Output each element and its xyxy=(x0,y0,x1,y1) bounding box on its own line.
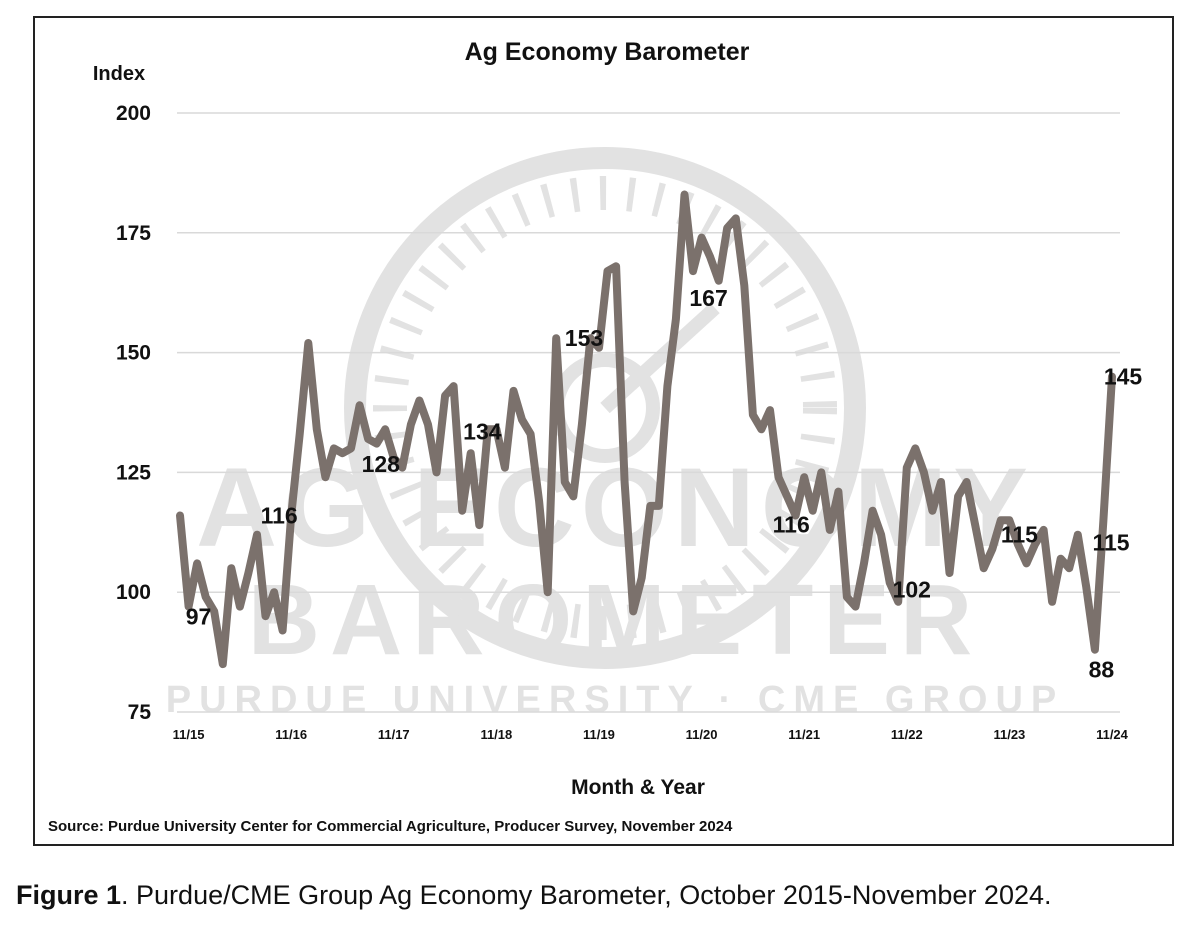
source-note: Source: Purdue University Center for Com… xyxy=(48,818,733,835)
watermark-gauge-ring xyxy=(373,176,837,640)
data-labels: 97 116 128 134 153 167 116 102 115 88 145 115 xyxy=(186,285,1143,683)
y-tick-label: 75 xyxy=(128,701,152,724)
data-label: 97 xyxy=(186,604,212,630)
figure-caption: Figure 1. Purdue/CME Group Ag Economy Ba… xyxy=(16,880,1052,911)
x-tick-label: 11/21 xyxy=(788,727,820,742)
watermark-line1: AG ECONOMY xyxy=(196,445,1034,570)
data-label: 116 xyxy=(773,512,810,538)
x-tick-label: 11/22 xyxy=(891,727,923,742)
watermark-logo: AG ECONOMY BAROMETER PURDUE UNIVERSITY ·… xyxy=(166,147,1064,721)
series-line xyxy=(176,190,1116,669)
x-tick-label: 11/17 xyxy=(378,727,410,742)
y-tick-label: 100 xyxy=(116,581,151,604)
data-label: 167 xyxy=(689,285,727,311)
y-tick-labels: 75 100 125 150 175 200 xyxy=(116,102,151,724)
x-axis-label: Month & Year xyxy=(571,776,705,799)
y-axis-label: Index xyxy=(93,63,145,85)
data-label: 115 xyxy=(1001,521,1038,547)
data-label: 128 xyxy=(362,451,401,477)
series-layer xyxy=(176,190,1116,669)
chart-frame: AG ECONOMY BAROMETER PURDUE UNIVERSITY ·… xyxy=(33,16,1174,846)
watermark-line2: BAROMETER xyxy=(248,564,982,676)
data-label: 153 xyxy=(565,325,603,351)
data-label: 115 xyxy=(1092,529,1129,555)
data-label: 88 xyxy=(1089,657,1115,683)
figure-label: Figure 1 xyxy=(16,880,122,910)
y-tick-label: 175 xyxy=(116,222,151,245)
x-tick-label: 11/23 xyxy=(993,727,1025,742)
x-tick-label: 11/24 xyxy=(1096,727,1129,742)
figure-caption-text: . Purdue/CME Group Ag Economy Barometer,… xyxy=(121,880,1052,910)
gridlines xyxy=(177,112,1120,713)
x-tick-label: 11/15 xyxy=(173,727,205,742)
x-tick-label: 11/16 xyxy=(275,727,307,742)
chart-title: Ag Economy Barometer xyxy=(465,38,750,66)
y-tick-label: 200 xyxy=(116,102,151,125)
x-tick-label: 11/20 xyxy=(686,727,718,742)
x-tick-labels: 11/15 11/16 11/17 11/18 11/19 11/20 11/21 11/22… xyxy=(173,727,1129,742)
line-chart: AG ECONOMY BAROMETER PURDUE UNIVERSITY ·… xyxy=(93,38,1143,799)
x-tick-label: 11/19 xyxy=(583,727,615,742)
x-tick-label: 11/18 xyxy=(480,727,512,742)
data-label: 145 xyxy=(1104,364,1143,390)
data-label: 134 xyxy=(463,418,502,444)
data-label: 116 xyxy=(261,503,298,529)
data-label: 102 xyxy=(893,577,931,603)
y-tick-label: 125 xyxy=(116,461,151,484)
watermark-line3: PURDUE UNIVERSITY · CME GROUP xyxy=(166,679,1064,721)
y-tick-label: 150 xyxy=(116,342,151,365)
